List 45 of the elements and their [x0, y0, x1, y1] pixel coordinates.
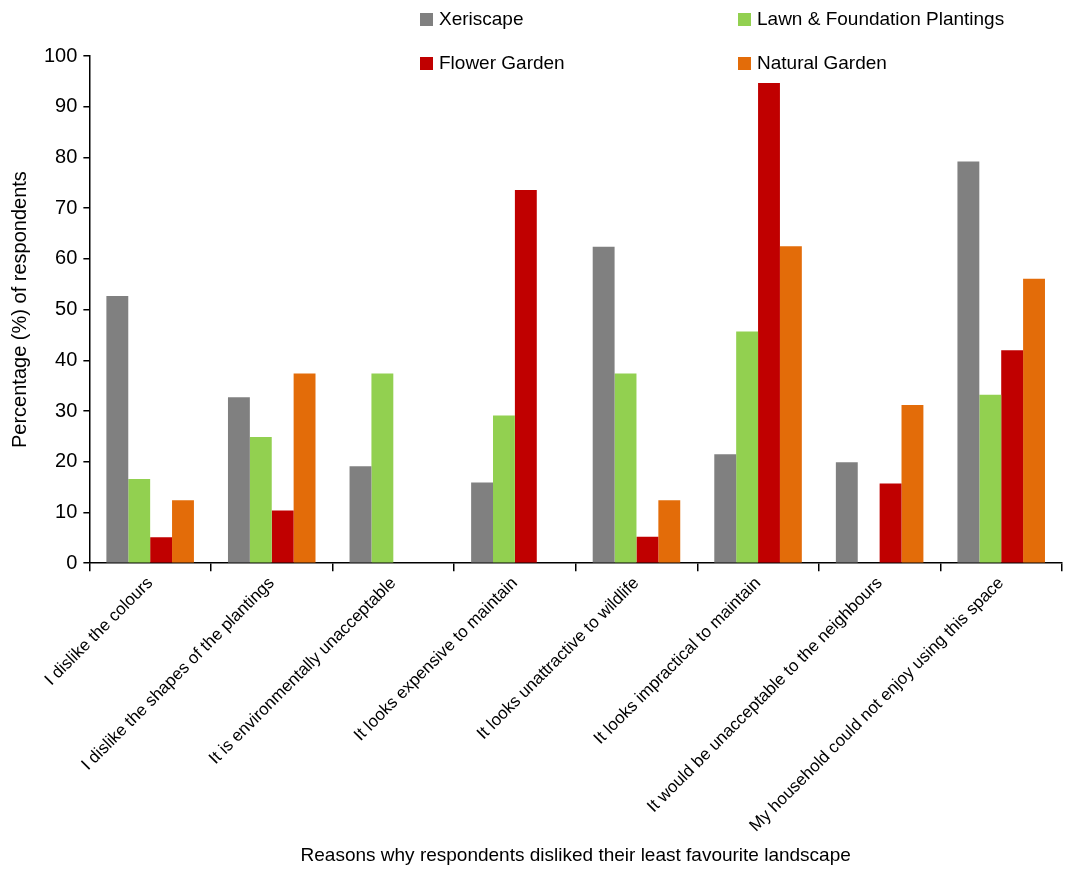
bar: [879, 483, 902, 563]
bar: [249, 436, 272, 563]
bar: [227, 397, 250, 563]
y-tick-label: 50: [55, 297, 78, 320]
bar: [636, 536, 659, 563]
y-tick-label: 100: [43, 43, 78, 66]
bar: [1023, 278, 1045, 563]
y-tick-label: 80: [55, 144, 78, 167]
bar: [471, 482, 494, 563]
bar: [658, 500, 681, 563]
x-axis-title: Reasons why respondents disliked their least favourite landscape: [300, 843, 851, 865]
bar: [979, 394, 1002, 563]
y-tick-label: 70: [55, 195, 78, 218]
bar: [150, 537, 173, 563]
bar: [901, 404, 924, 563]
bar: [1001, 350, 1024, 563]
y-tick-label: 10: [55, 499, 78, 522]
legend-label: Flower Garden: [439, 52, 565, 74]
legend-label: Xeriscape: [439, 8, 524, 30]
bar: [493, 415, 515, 563]
y-axis-title: Percentage (%) of respondents: [7, 171, 30, 449]
legend-label: Natural Garden: [757, 52, 887, 74]
bar: [106, 295, 129, 563]
bar: [614, 373, 637, 563]
bar: [128, 479, 151, 563]
y-tick-label: 0: [66, 550, 78, 573]
legend-label: Lawn & Foundation Plantings: [757, 8, 1005, 30]
bar: [514, 189, 537, 563]
y-tick-label: 60: [55, 246, 78, 269]
bar: [172, 500, 194, 563]
bar: [293, 373, 316, 563]
bar: [835, 462, 858, 563]
bar: [371, 373, 394, 563]
bar: [736, 331, 759, 563]
bar: [714, 454, 737, 563]
bar: [592, 246, 615, 563]
bar: [758, 82, 780, 563]
y-tick-label: 20: [55, 449, 78, 472]
bar: [349, 466, 372, 563]
y-tick-label: 40: [55, 347, 78, 370]
bar: [271, 510, 294, 563]
bar: [957, 161, 980, 563]
y-tick-label: 90: [55, 94, 78, 117]
y-tick-label: 30: [55, 398, 78, 421]
bar: [779, 246, 802, 563]
